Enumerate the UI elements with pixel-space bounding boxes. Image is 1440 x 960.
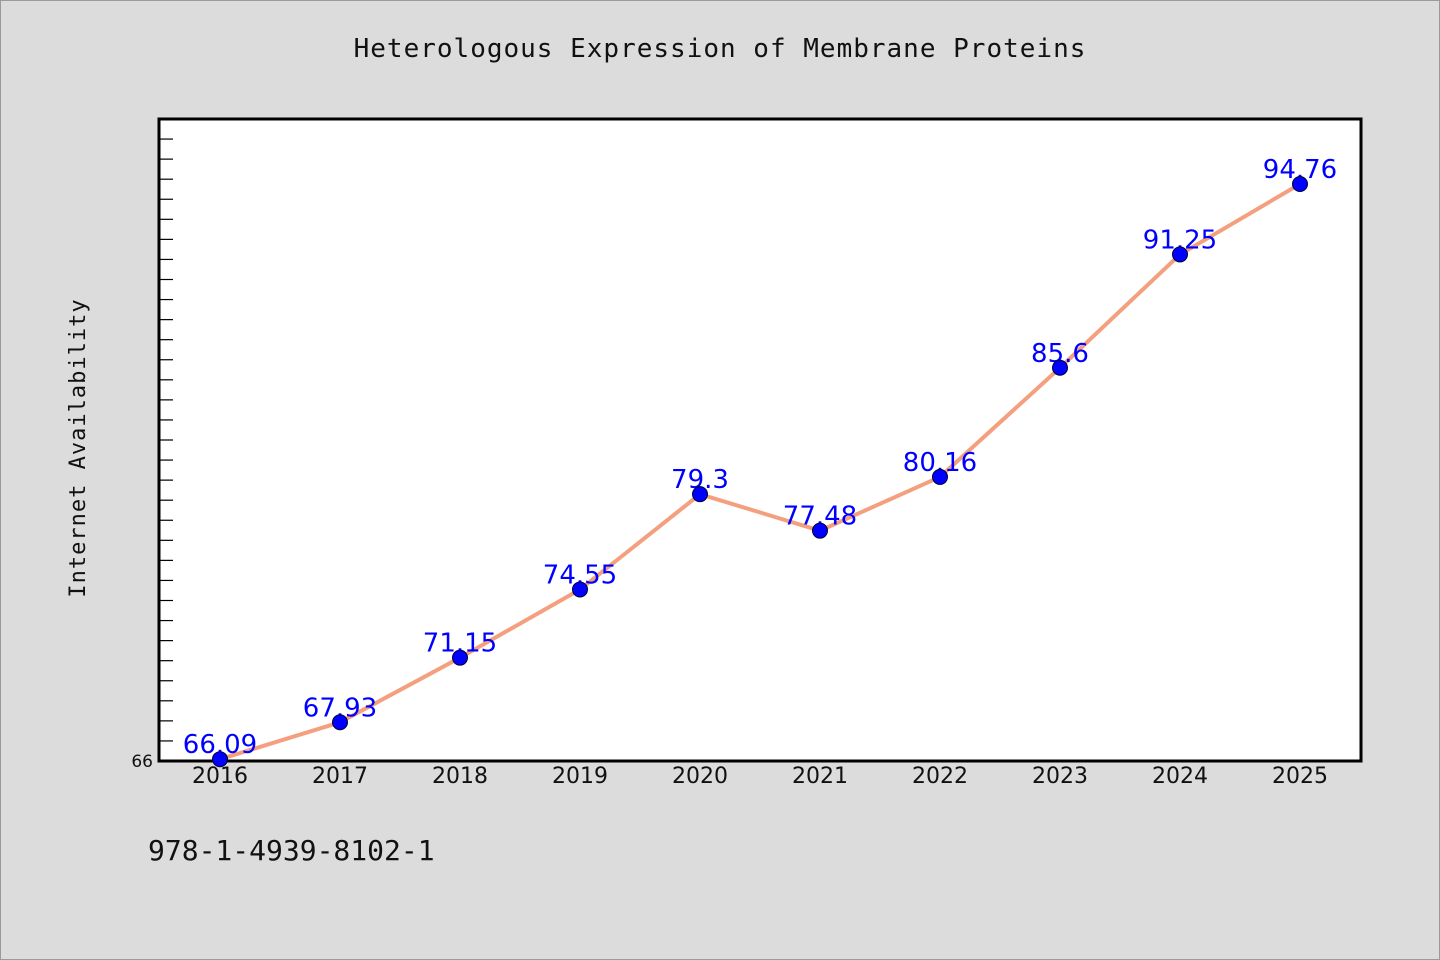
data-point (572, 581, 588, 598)
data-point (1052, 359, 1068, 376)
y-axis-title: Internet Availability (66, 298, 91, 597)
data-point (1292, 176, 1308, 193)
x-tick-label: 2025 (1272, 764, 1328, 789)
x-tick-label: 2023 (1032, 764, 1088, 789)
data-point (812, 522, 828, 539)
x-tick-label: 2018 (432, 764, 488, 789)
series-line (219, 182, 1302, 762)
y-tick-label: 66 (131, 752, 153, 772)
y-axis-ticks (159, 118, 173, 762)
chart-title: Heterologous Expression of Membrane Prot… (353, 34, 1087, 64)
x-tick-label: 2022 (912, 764, 968, 789)
footer-code: 978-1-4939-8102-1 (148, 834, 435, 867)
data-point (692, 486, 708, 503)
y-axis-tick-labels: 66 (131, 752, 153, 772)
data-markers (212, 176, 1308, 768)
data-point (452, 649, 468, 666)
data-point (932, 468, 948, 485)
x-tick-label: 2024 (1152, 764, 1208, 789)
x-tick-label: 2016 (192, 764, 248, 789)
data-point (1172, 246, 1188, 263)
x-tick-label: 2021 (792, 764, 848, 789)
data-point (332, 714, 348, 731)
x-axis-tick-labels: 2016 2017 2018 2019 2020 2021 2022 2023 2024 2025 (192, 764, 1328, 789)
plot-area (157, 117, 1363, 763)
data-point (212, 751, 228, 768)
x-tick-label: 2019 (552, 764, 608, 789)
x-tick-label: 2017 (312, 764, 368, 789)
x-tick-label: 2020 (672, 764, 728, 789)
